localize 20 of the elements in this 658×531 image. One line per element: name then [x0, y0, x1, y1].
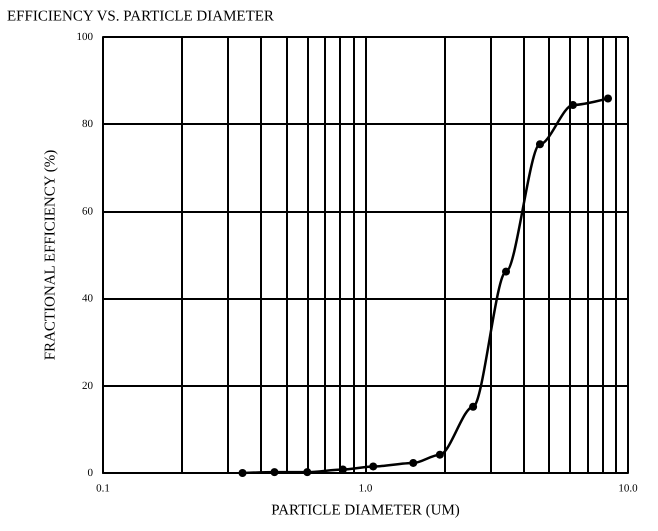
x-axis-title: PARTICLE DIAMETER (UM)	[271, 502, 460, 518]
point	[568, 101, 577, 110]
chart-title: EFFICIENCY VS. PARTICLE DIAMETER	[7, 8, 274, 24]
point	[536, 140, 544, 148]
y-tick-label: 40	[82, 292, 94, 305]
point	[303, 468, 312, 476]
point	[436, 450, 444, 459]
x-tick-label: 10.0	[618, 482, 638, 494]
y-axis-title: FRACTIONAL EFFICIENCY (%)	[42, 150, 58, 360]
point	[369, 462, 378, 470]
y-tick-label: 0	[88, 467, 94, 479]
y-tick-label: 20	[82, 380, 94, 392]
y-tick-label: 80	[82, 118, 94, 130]
point	[502, 268, 510, 276]
y-tick-label: 100	[76, 31, 94, 43]
x-tick-label: 1.0	[358, 482, 373, 494]
y-tick-label: 60	[82, 205, 94, 218]
point	[270, 468, 278, 476]
x-tick-label: 0.1	[96, 482, 110, 494]
point	[469, 402, 478, 411]
